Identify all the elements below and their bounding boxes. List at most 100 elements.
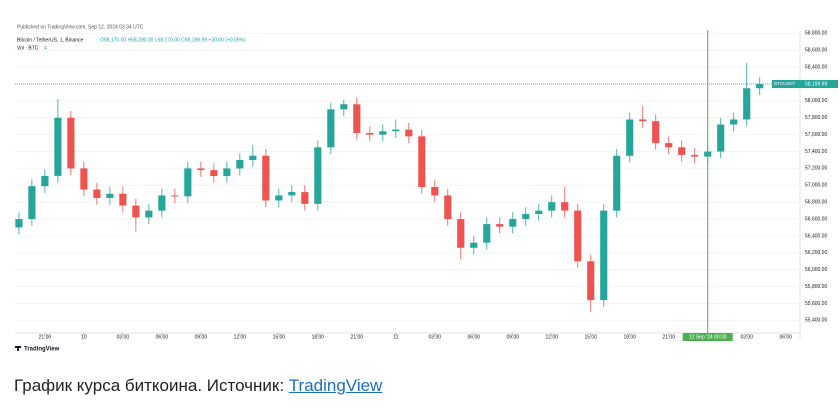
y-tick-label: 57,000.00 (805, 183, 827, 189)
candle-body (756, 84, 764, 89)
y-tick-label: 56,200.00 (805, 250, 827, 256)
y-tick-label: 57,400.00 (805, 149, 827, 155)
candle-body (678, 147, 686, 155)
y-tick-label: 55,400.00 (805, 318, 827, 324)
candle-body (249, 155, 257, 160)
candle-body (80, 168, 88, 190)
candle-body (561, 202, 569, 211)
x-tick-label: 10 (81, 334, 87, 340)
candle-body (93, 189, 101, 198)
last-price-symbol: BTCUSDT (774, 81, 796, 86)
candle-body (106, 193, 114, 198)
y-tick-label: 56,800.00 (805, 200, 827, 206)
y-tick-label: 56,400.00 (805, 233, 827, 239)
candle-body (405, 129, 413, 137)
x-tick-label: 06:00 (468, 334, 481, 340)
candle-body (743, 88, 751, 120)
x-tick-label: 03:00 (117, 334, 130, 340)
candle-body (483, 224, 491, 243)
candle-body (379, 131, 387, 135)
brand: TradingView (24, 347, 60, 353)
volume-legend: Vol · BTC (17, 45, 39, 51)
caption-link[interactable]: TradingView (288, 376, 383, 395)
candle-body (665, 143, 673, 148)
crosshair-label: 12 Sep '24 00:00 (689, 334, 727, 340)
caption: График курса биткоина. Источник: Trading… (14, 376, 382, 396)
candle-body (340, 104, 348, 110)
candle-body (327, 109, 335, 148)
y-tick-label: 56,000.00 (805, 267, 827, 273)
y-tick-label: 58,000.00 (805, 98, 827, 104)
y-tick-label: 58,400.00 (805, 64, 827, 70)
candle-body (509, 219, 517, 227)
candle-body (717, 124, 725, 152)
candle-body (236, 159, 244, 169)
x-tick-label: 09:00 (507, 334, 520, 340)
candle-body (67, 117, 75, 169)
candle-body (730, 119, 738, 125)
candle-body (288, 192, 296, 196)
y-tick-label: 58,600.00 (805, 48, 827, 54)
candle-body (223, 168, 231, 177)
candle-body (184, 168, 192, 197)
candle-body (210, 170, 218, 177)
candle-body (431, 186, 439, 196)
y-tick-label: 57,600.00 (805, 132, 827, 138)
crosshair-box (682, 333, 733, 341)
candle-body (392, 129, 400, 132)
candle-body (548, 202, 556, 211)
candle-body (15, 219, 23, 228)
candle-body (54, 117, 62, 176)
x-tick-label: 21:00 (39, 334, 52, 340)
x-tick-label: 12:00 (546, 334, 559, 340)
x-tick-label: 03:00 (429, 334, 442, 340)
candle-body (262, 155, 270, 201)
ohlc-legend: O58,170.00 H58,200.00 L58,170.00 C58,199… (100, 37, 246, 43)
x-tick-label: 03:00 (740, 334, 753, 340)
candle-body (535, 210, 543, 214)
candle-body (158, 195, 166, 211)
x-tick-label: 18:00 (623, 334, 636, 340)
candle-body (41, 175, 49, 187)
x-tick-label: 18:00 (312, 334, 325, 340)
y-tick-label: 55,800.00 (805, 284, 827, 290)
candle-body (652, 121, 660, 144)
y-tick-label: 57,200.00 (805, 166, 827, 172)
x-tick-label: 15:00 (273, 334, 286, 340)
candle-body (28, 186, 36, 220)
brand-logo (15, 346, 21, 351)
last-price-box (772, 80, 838, 89)
x-tick-label: 09:00 (195, 334, 208, 340)
candle-body (600, 210, 608, 301)
candle-body (171, 195, 179, 197)
last-price-label: 58,199.99 (805, 81, 827, 87)
x-tick-label: 11 (393, 334, 398, 340)
x-tick-label: 12:00 (234, 334, 247, 340)
x-tick-label: 06:00 (779, 334, 792, 340)
candle-body (587, 261, 595, 301)
chart: Published on TradingView.com, Sep 12, 20… (15, 24, 838, 353)
candle-body (366, 132, 374, 135)
candle-body (145, 210, 153, 218)
y-tick-label: 56,600.00 (805, 216, 827, 222)
candle-body (522, 213, 530, 220)
candle-body (353, 104, 361, 133)
candle-body (197, 168, 205, 171)
x-tick-label: 15:00 (584, 334, 597, 340)
y-tick-label: 55,600.00 (805, 301, 827, 307)
candle-body (626, 119, 634, 156)
candle-body (457, 219, 465, 248)
y-tick-label: 57,800.00 (805, 115, 827, 121)
candle-body (314, 147, 322, 204)
chart-title: Bitcoin / TetherUS, 1, Binance (17, 37, 84, 43)
volume-legend-value: 4 (44, 45, 47, 51)
candle-body (496, 224, 504, 227)
candle-body (613, 155, 621, 211)
published: Published on TradingView.com, Sep 12, 20… (17, 24, 144, 30)
x-tick-label: 21:00 (662, 334, 675, 340)
candle-body (418, 136, 426, 187)
y-tick-label: 58,800.00 (805, 31, 827, 37)
candle-body (444, 195, 452, 220)
x-tick-label: 06:00 (156, 334, 169, 340)
